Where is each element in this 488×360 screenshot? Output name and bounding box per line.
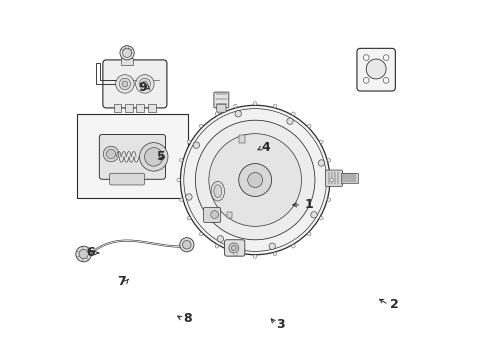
Bar	[341, 173, 358, 183]
Circle shape	[326, 158, 330, 162]
Circle shape	[233, 252, 237, 256]
Circle shape	[231, 246, 236, 251]
Circle shape	[187, 216, 190, 220]
Text: 7: 7	[117, 275, 126, 288]
Circle shape	[199, 124, 203, 128]
Circle shape	[310, 212, 317, 218]
Circle shape	[116, 75, 134, 93]
Circle shape	[185, 194, 192, 200]
Circle shape	[120, 46, 134, 60]
Circle shape	[179, 158, 183, 162]
Circle shape	[76, 246, 91, 262]
Circle shape	[253, 102, 256, 105]
Text: 3: 3	[275, 318, 284, 330]
Circle shape	[193, 142, 199, 148]
Circle shape	[233, 104, 237, 108]
FancyBboxPatch shape	[224, 240, 244, 256]
Bar	[147, 104, 155, 112]
Bar	[113, 104, 121, 112]
Circle shape	[291, 244, 295, 248]
FancyBboxPatch shape	[203, 207, 220, 222]
FancyBboxPatch shape	[99, 134, 165, 179]
Text: 6: 6	[86, 247, 95, 260]
Bar	[125, 104, 133, 112]
Bar	[136, 104, 144, 112]
Circle shape	[326, 198, 330, 202]
FancyBboxPatch shape	[325, 170, 342, 186]
Circle shape	[318, 160, 324, 166]
Circle shape	[363, 77, 368, 83]
Circle shape	[268, 243, 275, 249]
Circle shape	[307, 124, 310, 128]
Circle shape	[253, 255, 256, 258]
Bar	[227, 212, 232, 218]
Circle shape	[119, 78, 130, 90]
Circle shape	[286, 118, 293, 124]
Circle shape	[103, 146, 119, 162]
Circle shape	[366, 59, 386, 79]
Circle shape	[142, 81, 147, 87]
Circle shape	[122, 81, 127, 87]
Bar	[121, 58, 133, 65]
Circle shape	[180, 238, 194, 252]
Bar	[238, 135, 244, 143]
FancyBboxPatch shape	[356, 48, 395, 91]
Circle shape	[195, 120, 314, 240]
Circle shape	[363, 55, 368, 60]
Ellipse shape	[213, 185, 221, 198]
Circle shape	[307, 232, 310, 236]
Circle shape	[179, 198, 183, 202]
Text: 4: 4	[261, 141, 270, 154]
Circle shape	[247, 172, 262, 188]
FancyBboxPatch shape	[213, 92, 228, 108]
Circle shape	[329, 178, 333, 182]
Ellipse shape	[211, 181, 224, 201]
Circle shape	[182, 240, 191, 249]
Circle shape	[273, 252, 276, 256]
Circle shape	[383, 55, 388, 60]
Circle shape	[273, 104, 276, 108]
Circle shape	[238, 163, 271, 197]
Circle shape	[187, 140, 190, 144]
Bar	[77, 114, 187, 198]
Circle shape	[199, 232, 203, 236]
Circle shape	[210, 211, 218, 219]
Circle shape	[215, 112, 218, 116]
Circle shape	[144, 148, 163, 166]
Circle shape	[139, 78, 150, 90]
Circle shape	[208, 134, 301, 226]
Circle shape	[217, 236, 223, 242]
Text: 1: 1	[304, 198, 312, 211]
Circle shape	[139, 143, 168, 171]
Circle shape	[228, 243, 238, 253]
Circle shape	[291, 112, 295, 116]
Text: 8: 8	[183, 312, 191, 325]
FancyBboxPatch shape	[109, 173, 144, 185]
Text: 5: 5	[156, 150, 165, 163]
Circle shape	[135, 75, 154, 93]
FancyBboxPatch shape	[216, 104, 225, 112]
Text: 9: 9	[139, 81, 147, 94]
Circle shape	[215, 244, 218, 248]
FancyBboxPatch shape	[102, 60, 166, 108]
Circle shape	[79, 249, 88, 258]
Circle shape	[122, 48, 131, 57]
Circle shape	[383, 77, 388, 83]
Circle shape	[180, 105, 329, 255]
Circle shape	[319, 216, 323, 220]
Circle shape	[235, 111, 241, 117]
Circle shape	[319, 140, 323, 144]
Circle shape	[106, 149, 116, 159]
Text: 2: 2	[389, 298, 398, 311]
Circle shape	[177, 178, 180, 182]
